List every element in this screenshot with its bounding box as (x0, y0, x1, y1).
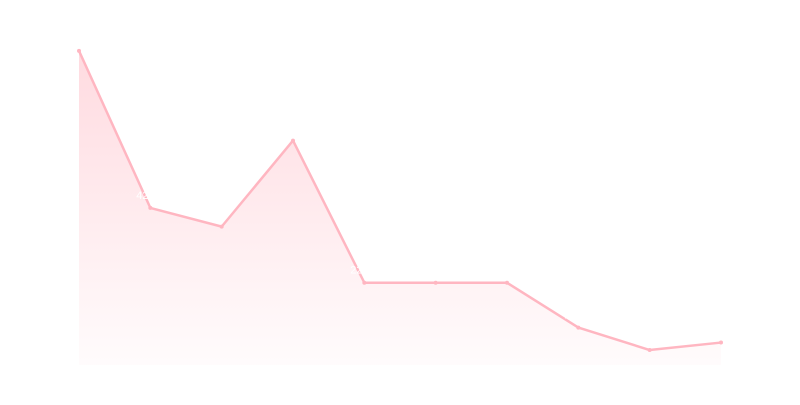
line (77, 50, 722, 352)
point (291, 138, 295, 143)
point (576, 325, 581, 330)
point (719, 340, 723, 345)
point (433, 280, 438, 285)
point (219, 224, 224, 229)
value-label: 4 (639, 332, 645, 344)
point (148, 205, 153, 210)
point (505, 280, 509, 285)
value-label: 10 (564, 310, 576, 322)
point (362, 280, 367, 285)
value-label: 84 (65, 33, 77, 45)
value-label: 22 (493, 265, 505, 277)
value-label: 22 (350, 265, 362, 277)
value-label: 37 (208, 209, 220, 221)
value-label: 6 (710, 324, 716, 336)
point (77, 48, 81, 53)
value-label: 42 (136, 190, 148, 202)
value-label: 60 (279, 123, 291, 135)
area-fill (79, 50, 721, 366)
point (647, 348, 652, 353)
value-label: 22 (422, 265, 434, 277)
